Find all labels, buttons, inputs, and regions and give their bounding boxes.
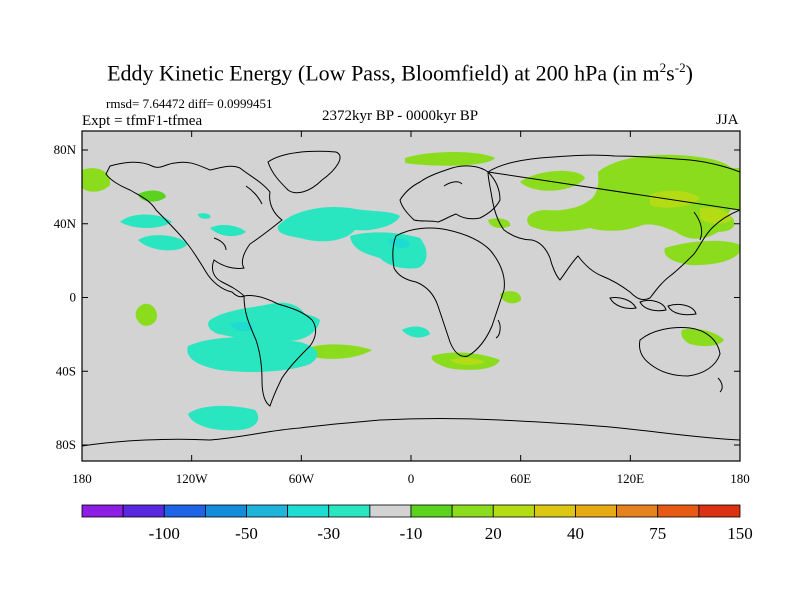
lat-tick-label: 80N [54, 142, 77, 157]
colorbar-swatch [492, 504, 535, 518]
season-label: JJA [716, 112, 739, 128]
colorbar-label: -10 [400, 524, 423, 543]
patch-negative [120, 214, 172, 228]
experiment-label: Expt = tfmF1-tfmea [82, 113, 203, 129]
lon-tick-label: 60E [510, 471, 531, 486]
figure-title: Eddy Kinetic Energy (Low Pass, Bloomfiel… [107, 60, 693, 86]
lon-tick-label: 60W [289, 471, 315, 486]
patch-positive [500, 291, 522, 304]
colorbar-swatch [451, 504, 494, 518]
patch-positive [308, 344, 372, 359]
colorbar-swatch [163, 504, 206, 518]
patch-negative [187, 337, 318, 372]
patch-negative [210, 225, 246, 237]
lat-tick-label: 0 [70, 290, 77, 305]
colorbar-label: 20 [485, 524, 502, 543]
anomaly-patches [82, 152, 740, 431]
lon-tick-label: 120W [176, 471, 209, 486]
colorbar-swatch [616, 504, 659, 518]
patch-negative [198, 213, 211, 219]
map-axes: 80N 40N 0 40S 80S 180 120W 60W 0 60E 120E 180 [54, 131, 750, 486]
colorbar-label: 40 [567, 524, 584, 543]
lat-tick-label: 40N [54, 216, 77, 231]
patch-positive [700, 207, 732, 224]
patch-negative [261, 313, 320, 341]
patch-positive [405, 152, 495, 166]
lon-tick-label: 0 [408, 471, 415, 486]
colorbar-label: 75 [649, 524, 666, 543]
patch-positive [135, 303, 158, 326]
colorbar-swatch [246, 504, 289, 518]
patch-negative [138, 235, 188, 251]
colorbar-swatch [533, 504, 576, 518]
colorbar: -100 -50 -30 -10 20 40 75 150 [81, 504, 753, 543]
patch-positive [681, 328, 724, 347]
lon-tick-label: 120E [617, 471, 645, 486]
colorbar-swatch [328, 504, 371, 518]
colorbar-label: -50 [235, 524, 258, 543]
patch-positive [527, 154, 738, 239]
patch-negative [277, 206, 400, 242]
colorbar-swatch [204, 504, 247, 518]
colorbar-label: -30 [317, 524, 340, 543]
patch-positive [450, 357, 485, 365]
colorbar-swatch [81, 504, 124, 518]
patch-negative [230, 321, 254, 332]
stats-text: rmsd= 7.64472 diff= 0.0999451 [106, 96, 273, 111]
patch-negative [402, 326, 430, 338]
colorbar-swatch [698, 504, 741, 518]
lat-tick-label: 80S [56, 437, 76, 452]
lon-tick-label: 180 [730, 471, 750, 486]
lat-tick-label: 40S [56, 363, 76, 378]
colorbar-swatch [287, 504, 330, 518]
colorbar-label: 150 [727, 524, 753, 543]
coastlines [82, 150, 740, 447]
patch-positive [488, 218, 511, 228]
patch-negative [188, 405, 259, 431]
patch-positive [664, 240, 740, 266]
period-label: 2372kyr BP - 0000kyr BP [322, 108, 479, 124]
colorbar-swatch [657, 504, 700, 518]
patch-positive [82, 168, 111, 192]
lon-tick-label: 180 [72, 471, 92, 486]
colorbar-swatch [575, 504, 618, 518]
colorbar-label: -100 [149, 524, 180, 543]
patch-positive [650, 190, 700, 208]
patch-positive [520, 170, 585, 191]
colorbar-swatch [122, 504, 165, 518]
colorbar-swatch [410, 504, 453, 518]
colorbar-swatch [369, 504, 412, 518]
